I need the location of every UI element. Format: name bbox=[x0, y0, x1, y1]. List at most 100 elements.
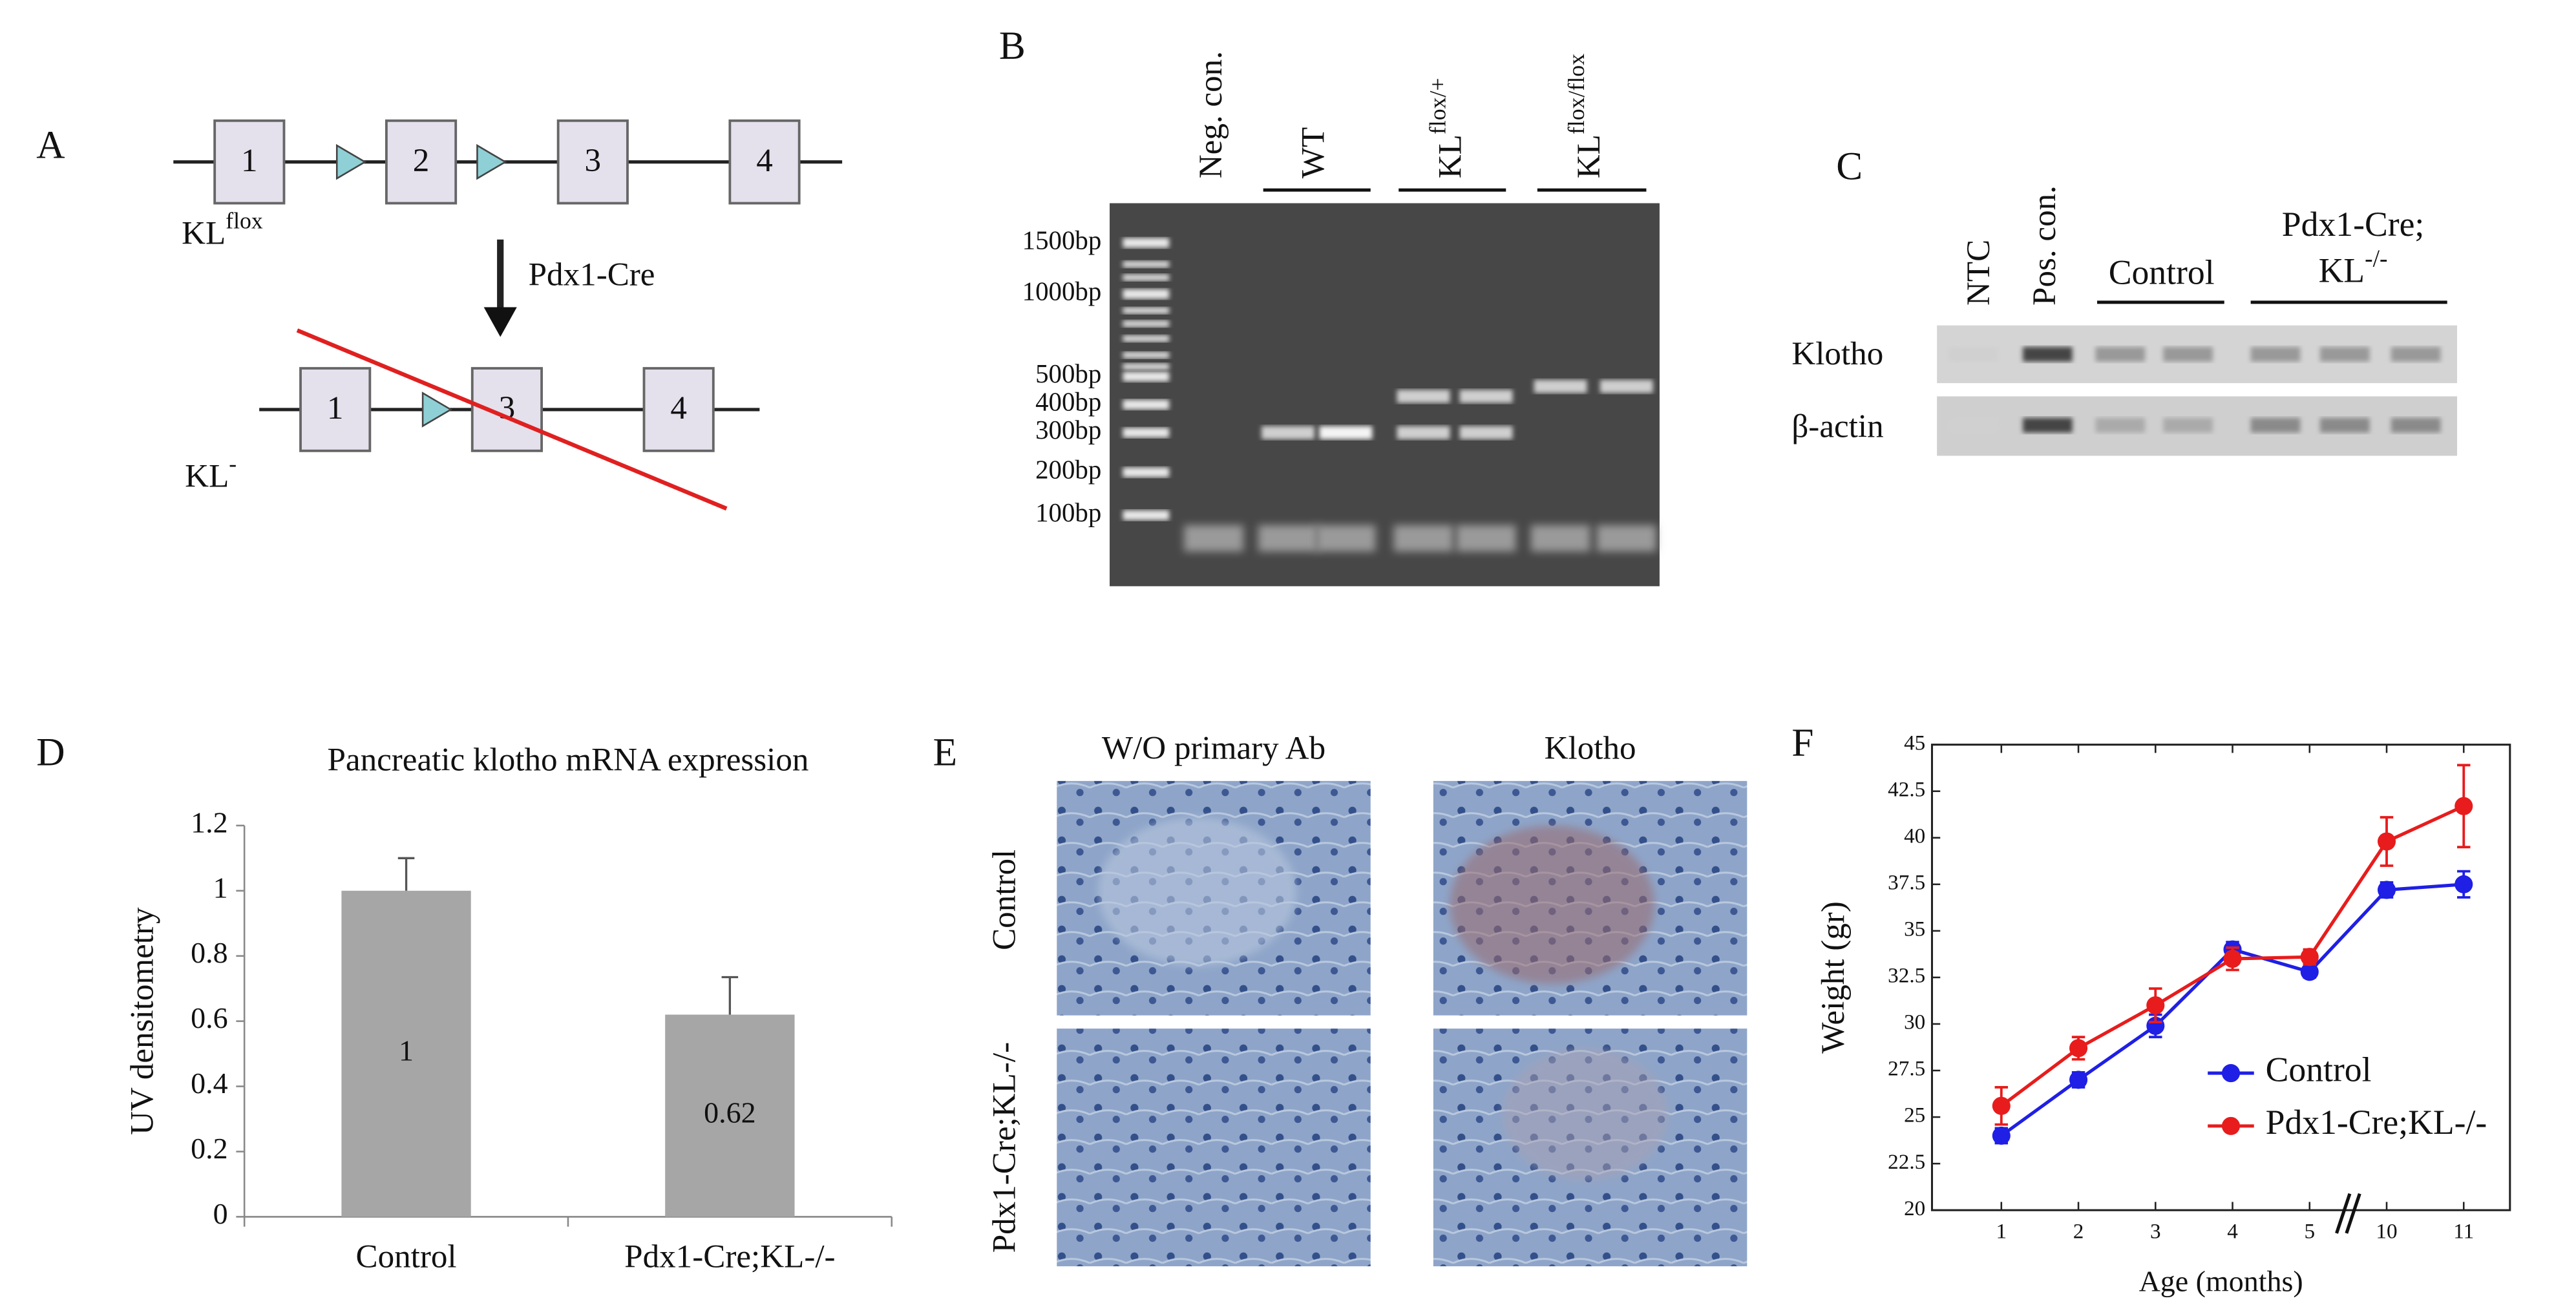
lane-label: NTC bbox=[1960, 240, 1997, 306]
lane-label: WT bbox=[1294, 127, 1331, 178]
bar bbox=[341, 890, 471, 1217]
exon-box bbox=[213, 119, 286, 205]
ladder-label: 400bp bbox=[1035, 388, 1101, 417]
chart-title: Pancreatic klotho mRNA expression bbox=[327, 741, 808, 778]
y-tick-label: 32.5 bbox=[1888, 964, 1925, 988]
group-label: Pdx1-Cre; bbox=[2282, 205, 2425, 244]
data-point bbox=[2377, 832, 2396, 851]
lane-label-sup: flox/+ bbox=[1425, 78, 1451, 134]
axis-break bbox=[2335, 1193, 2361, 1234]
exon-label: 2 bbox=[413, 142, 430, 179]
gel-smear bbox=[1530, 525, 1590, 552]
y-tick-label: 42.5 bbox=[1888, 777, 1925, 801]
gel-band bbox=[1534, 379, 1587, 393]
value-label: 0.62 bbox=[704, 1096, 755, 1129]
panel-label: B bbox=[999, 24, 1026, 68]
exon-label: 4 bbox=[756, 142, 773, 179]
data-point bbox=[2146, 996, 2165, 1015]
legend-marker bbox=[2221, 1064, 2241, 1083]
ladder-band bbox=[1123, 238, 1170, 248]
panel-label: F bbox=[1791, 720, 1813, 764]
exon-label: 1 bbox=[327, 390, 344, 426]
gel-band bbox=[2391, 417, 2441, 433]
ladder-label: 200bp bbox=[1035, 455, 1101, 484]
lane-label-base: KL bbox=[1431, 134, 1468, 178]
y-axis-label: Weight (gr) bbox=[1815, 901, 1852, 1054]
group-label: Control bbox=[2109, 253, 2215, 291]
ladder-band bbox=[1123, 335, 1170, 342]
y-tick-label: 45 bbox=[1904, 731, 1925, 755]
x-tick-label: Pdx1-Cre;KL-/- bbox=[624, 1238, 835, 1275]
exon-box bbox=[299, 367, 372, 452]
data-point bbox=[2377, 881, 2396, 899]
allele-label: KLflox bbox=[182, 208, 263, 252]
data-point bbox=[1992, 1126, 2011, 1145]
gel-band bbox=[1397, 426, 1450, 439]
y-tick-label: 1.2 bbox=[191, 806, 227, 839]
lane-label-base: KL bbox=[1570, 134, 1607, 178]
gel-band bbox=[2250, 346, 2301, 362]
lane-label: Neg. con. bbox=[1192, 51, 1229, 178]
data-point bbox=[2455, 797, 2473, 815]
panel-label: A bbox=[36, 123, 65, 167]
y-tick-label: 0.2 bbox=[191, 1132, 227, 1165]
exon-label: 4 bbox=[670, 390, 687, 426]
ladder-label: 100bp bbox=[1035, 498, 1101, 527]
error-bar bbox=[397, 857, 415, 891]
ladder-band bbox=[1123, 428, 1170, 438]
data-point bbox=[2223, 950, 2242, 968]
gel-band bbox=[1459, 390, 1513, 403]
data-point bbox=[2300, 948, 2319, 966]
gel-band bbox=[2095, 417, 2146, 433]
gel-band bbox=[1948, 417, 1998, 433]
gel-band bbox=[2023, 417, 2073, 433]
exon-box bbox=[385, 119, 458, 205]
ladder-label: 1000bp bbox=[1022, 277, 1102, 306]
ladder-band bbox=[1123, 467, 1170, 477]
data-point bbox=[2455, 875, 2473, 893]
x-tick-label: Control bbox=[355, 1238, 456, 1275]
bar bbox=[665, 1014, 795, 1217]
gel-band bbox=[1319, 426, 1373, 439]
lane-label: Pos. con. bbox=[2026, 185, 2063, 306]
allele-label-base: KL bbox=[182, 214, 226, 251]
ladder-band bbox=[1123, 351, 1170, 359]
x-tick-label: 11 bbox=[2453, 1220, 2474, 1244]
ladder-label: 500bp bbox=[1035, 359, 1101, 388]
y-tick-label: 0 bbox=[213, 1197, 228, 1230]
x-tick-label: 2 bbox=[2073, 1220, 2084, 1244]
ladder-band bbox=[1123, 371, 1170, 382]
data-point bbox=[2069, 1039, 2088, 1058]
y-tick-label: 25 bbox=[1904, 1103, 1925, 1127]
value-label: 1 bbox=[399, 1034, 414, 1067]
gel-band bbox=[2250, 417, 2301, 433]
legend-label: Control bbox=[2266, 1050, 2372, 1089]
ladder-band bbox=[1123, 289, 1170, 299]
lane-label: KLflox/+ bbox=[1425, 78, 1469, 178]
gel-band bbox=[2023, 346, 2073, 362]
y-tick-label: 22.5 bbox=[1888, 1150, 1925, 1174]
x-tick-label: 5 bbox=[2304, 1220, 2315, 1244]
gel-smear bbox=[1184, 525, 1244, 552]
panel-e-images bbox=[1057, 780, 1747, 1267]
y-tick-label: 0.4 bbox=[191, 1067, 227, 1100]
panel-c-gel bbox=[1937, 300, 2458, 456]
data-point bbox=[1992, 1096, 2011, 1115]
panel-b-gel bbox=[1110, 188, 1660, 587]
ladder-band bbox=[1123, 320, 1170, 328]
exon-box bbox=[556, 119, 629, 205]
exon-label: 3 bbox=[585, 142, 602, 179]
gel-band bbox=[1948, 346, 1998, 362]
row-label: Pdx1-Cre;KL-/- bbox=[986, 1042, 1022, 1253]
ladder-band bbox=[1123, 399, 1170, 410]
allele-label-sup: - bbox=[229, 450, 237, 476]
gel-band bbox=[2319, 417, 2370, 433]
y-tick-label: 1 bbox=[213, 871, 228, 904]
gel-band bbox=[1459, 426, 1513, 439]
y-tick-label: 37.5 bbox=[1888, 870, 1925, 894]
allele-label-base: KL bbox=[185, 457, 229, 494]
exon-box bbox=[642, 367, 715, 452]
group-label-base: KL bbox=[2319, 251, 2365, 290]
